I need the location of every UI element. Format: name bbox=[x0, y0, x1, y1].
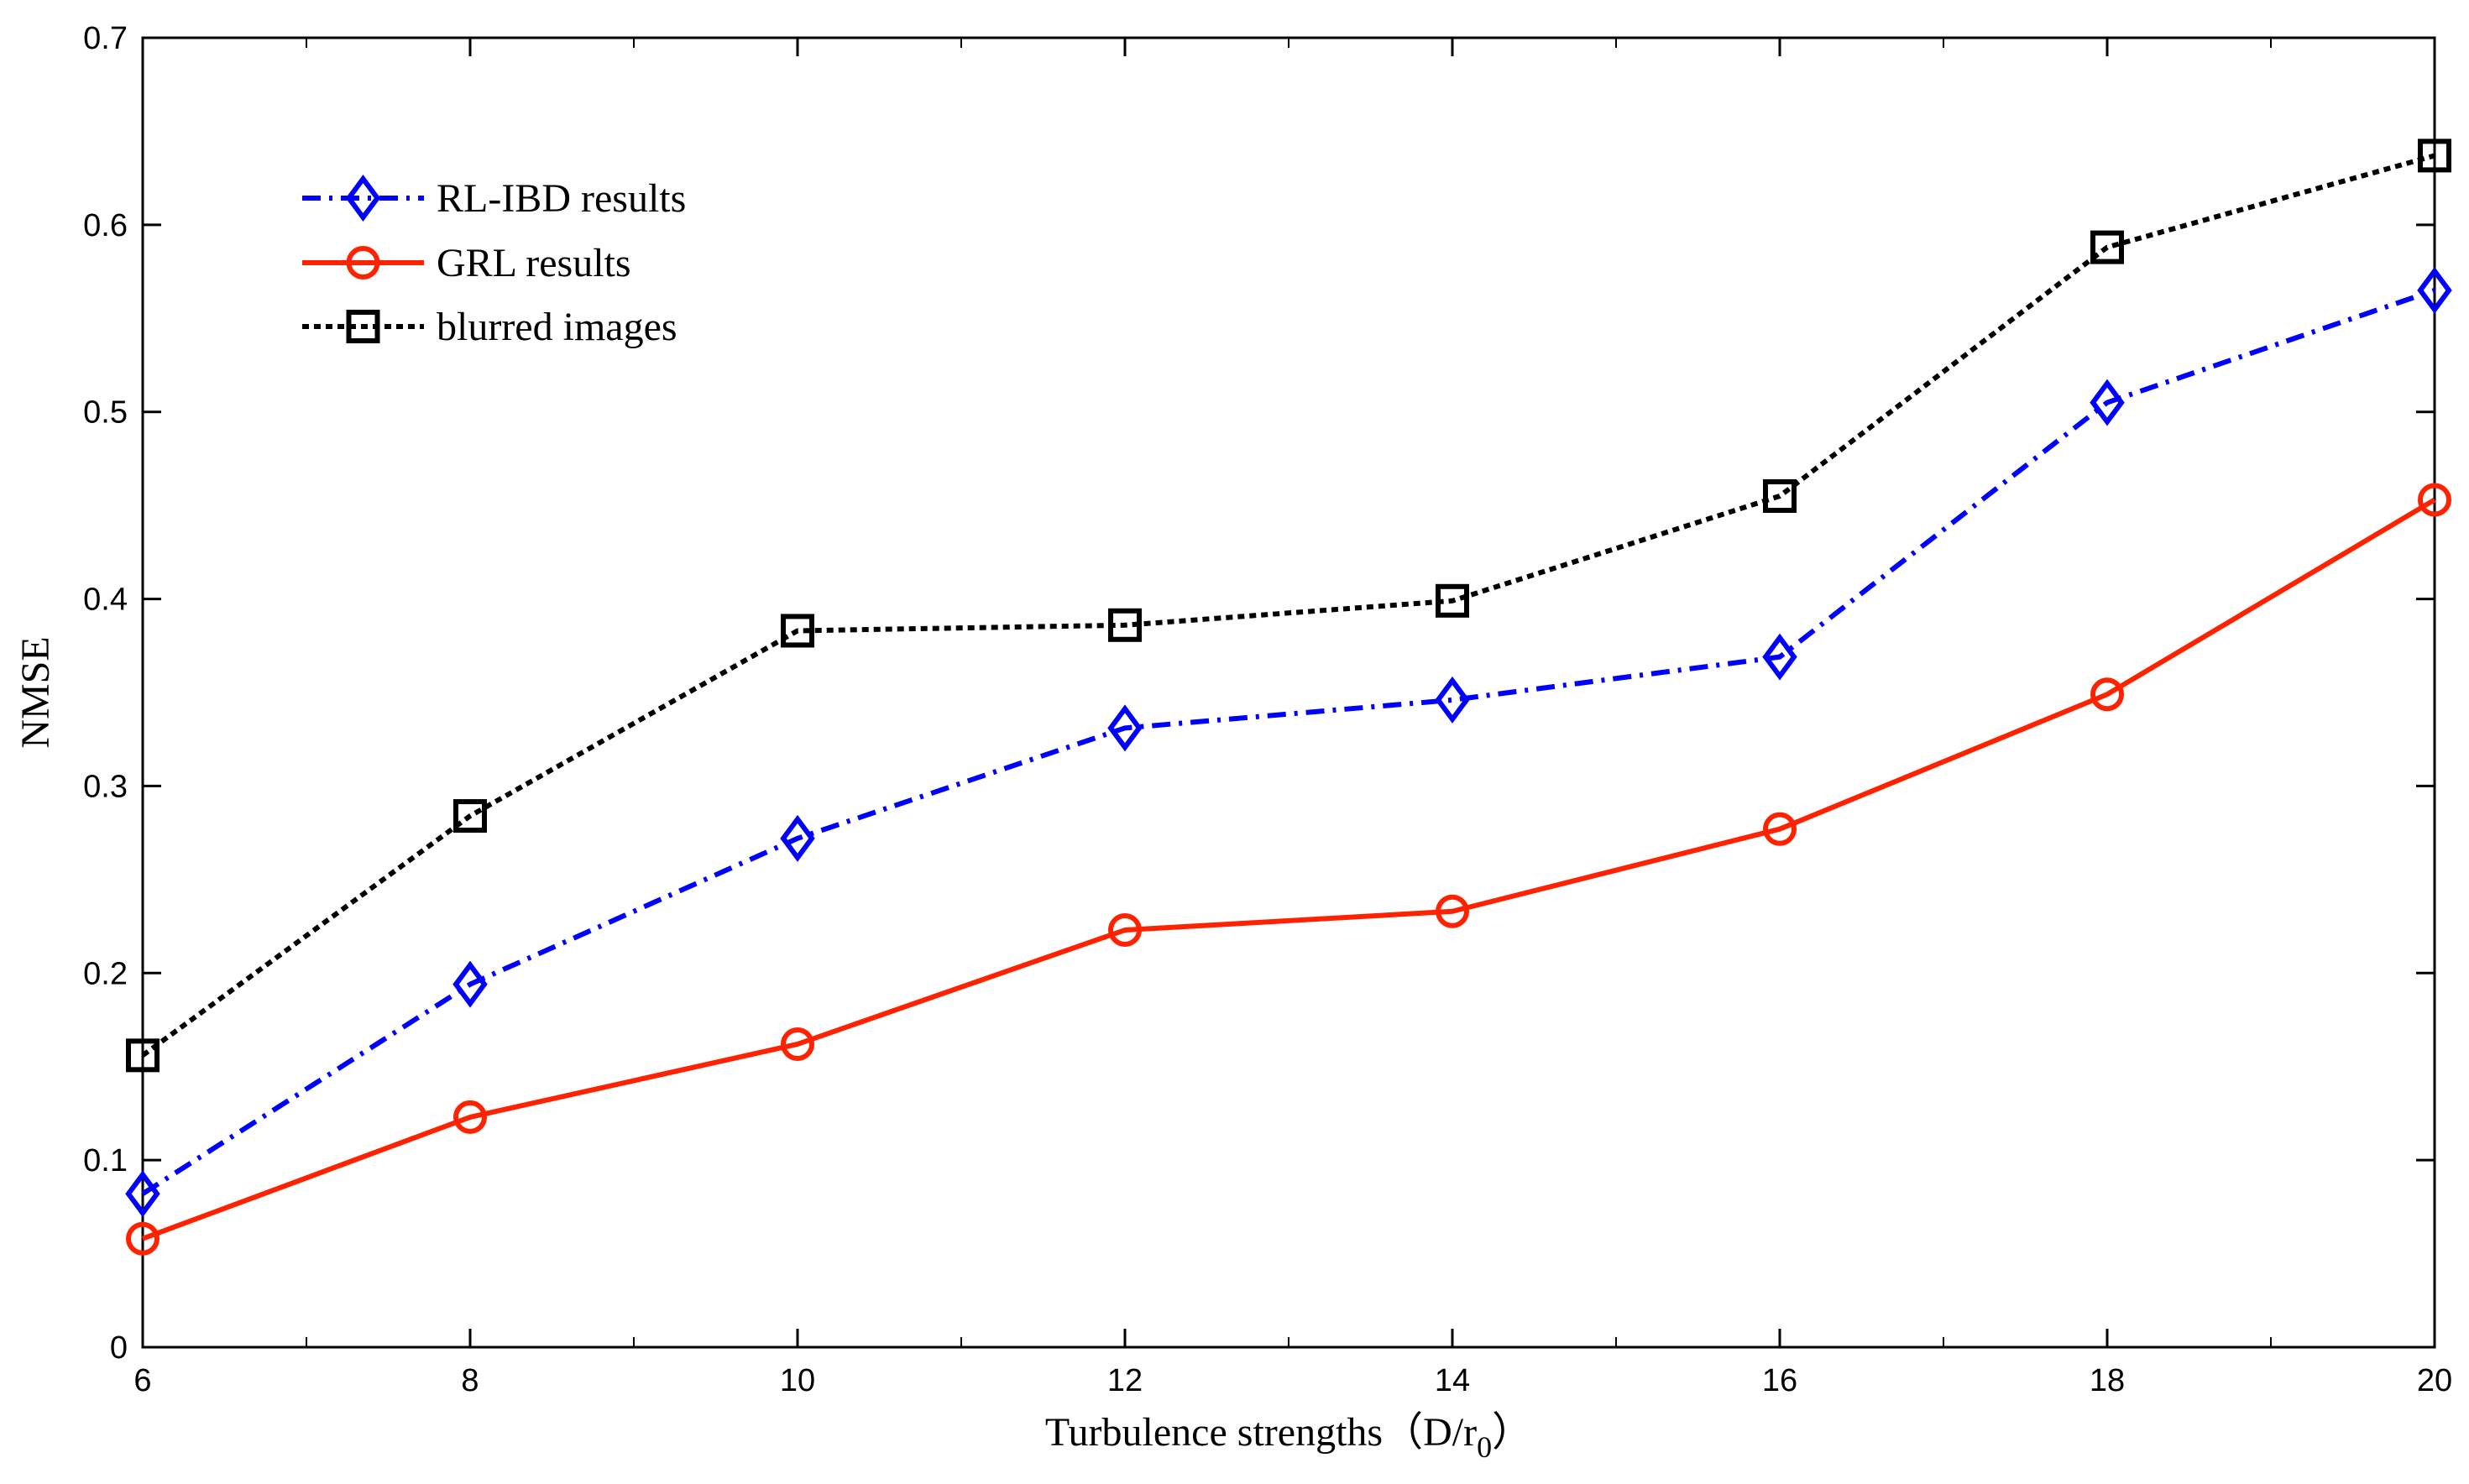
series-blurred-images bbox=[126, 138, 2451, 1073]
x-tick-label: 10 bbox=[780, 1363, 815, 1398]
legend-marker-rl-ibd-results bbox=[345, 175, 381, 222]
data-point-grl-results bbox=[1436, 894, 1469, 928]
data-point-rl-ibd-results bbox=[125, 1170, 160, 1218]
x-axis-title-close: ） bbox=[1492, 1410, 1532, 1455]
data-point-grl-results bbox=[1763, 812, 1797, 846]
data-point-grl-results bbox=[781, 1027, 814, 1061]
y-tick-label: 0.4 bbox=[83, 583, 128, 618]
data-point-grl-results bbox=[2090, 677, 2124, 712]
data-point-rl-ibd-results bbox=[780, 814, 815, 862]
y-tick-label: 0.3 bbox=[83, 769, 128, 804]
x-tick-label: 16 bbox=[1762, 1363, 1797, 1398]
data-point-rl-ibd-results bbox=[1435, 676, 1470, 724]
y-axis-title: NMSE bbox=[13, 636, 58, 748]
series-line-rl-ibd-results bbox=[141, 288, 2435, 1196]
data-point-blurred-images bbox=[781, 614, 814, 648]
data-point-grl-results bbox=[126, 1221, 160, 1256]
data-point-blurred-images bbox=[1436, 583, 1469, 618]
x-tick-label: 6 bbox=[133, 1363, 151, 1398]
data-point-grl-results bbox=[453, 1100, 487, 1134]
legend: RL-IBD results GRL results blurred images bbox=[302, 175, 686, 349]
legend-marker-blurred-images bbox=[346, 310, 380, 343]
x-tick-label: 18 bbox=[2090, 1363, 2125, 1398]
y-tick-label: 0.7 bbox=[83, 21, 128, 56]
x-axis-title: Turbulence strengths（D/r0） bbox=[1045, 1410, 1532, 1464]
y-tick-label: 0.2 bbox=[83, 956, 128, 991]
series-rl-ibd-results bbox=[125, 266, 2452, 1218]
y-tick-label: 0.5 bbox=[83, 395, 128, 431]
legend-label-blurred-images: blurred images bbox=[437, 305, 677, 349]
axis-ticks bbox=[141, 36, 2436, 1349]
y-tick-label: 0.1 bbox=[83, 1143, 128, 1178]
data-point-grl-results bbox=[2418, 483, 2451, 517]
legend-marker-grl-results bbox=[346, 246, 380, 280]
x-tick-label: 8 bbox=[461, 1363, 479, 1398]
y-tick-label: 0.6 bbox=[83, 208, 128, 243]
data-point-blurred-images bbox=[453, 799, 487, 833]
series-line-blurred-images bbox=[141, 153, 2435, 1058]
data-series bbox=[125, 138, 2452, 1256]
legend-label-grl-results: GRL results bbox=[437, 241, 631, 285]
x-tick-label: 20 bbox=[2417, 1363, 2452, 1398]
axis-tick-labels: 6 8 10 12 14 16 18 20 0 0.1 0.2 0.3 0.4 0.5 0.6 0.7 bbox=[83, 21, 2452, 1398]
x-axis-title-main: Turbulence strengths（D/r bbox=[1045, 1410, 1477, 1455]
legend-label-rl-ibd-results: RL-IBD results bbox=[437, 176, 686, 221]
series-line-grl-results bbox=[141, 497, 2436, 1241]
data-point-rl-ibd-results bbox=[1762, 633, 1797, 681]
data-point-grl-results bbox=[1108, 913, 1142, 948]
data-point-rl-ibd-results bbox=[452, 960, 488, 1008]
x-tick-label: 12 bbox=[1107, 1363, 1143, 1398]
data-point-rl-ibd-results bbox=[1107, 704, 1143, 752]
x-tick-label: 14 bbox=[1435, 1363, 1470, 1398]
data-point-blurred-images bbox=[126, 1038, 160, 1073]
data-point-rl-ibd-results bbox=[2417, 266, 2452, 314]
data-point-blurred-images bbox=[2418, 138, 2451, 173]
y-tick-label: 0 bbox=[110, 1330, 128, 1366]
data-point-rl-ibd-results bbox=[2090, 379, 2125, 426]
series-grl-results bbox=[126, 483, 2451, 1256]
data-point-blurred-images bbox=[1763, 479, 1797, 513]
data-point-blurred-images bbox=[2090, 230, 2124, 264]
x-axis-title-subscript: 0 bbox=[1477, 1430, 1492, 1464]
data-point-blurred-images bbox=[1108, 608, 1142, 642]
